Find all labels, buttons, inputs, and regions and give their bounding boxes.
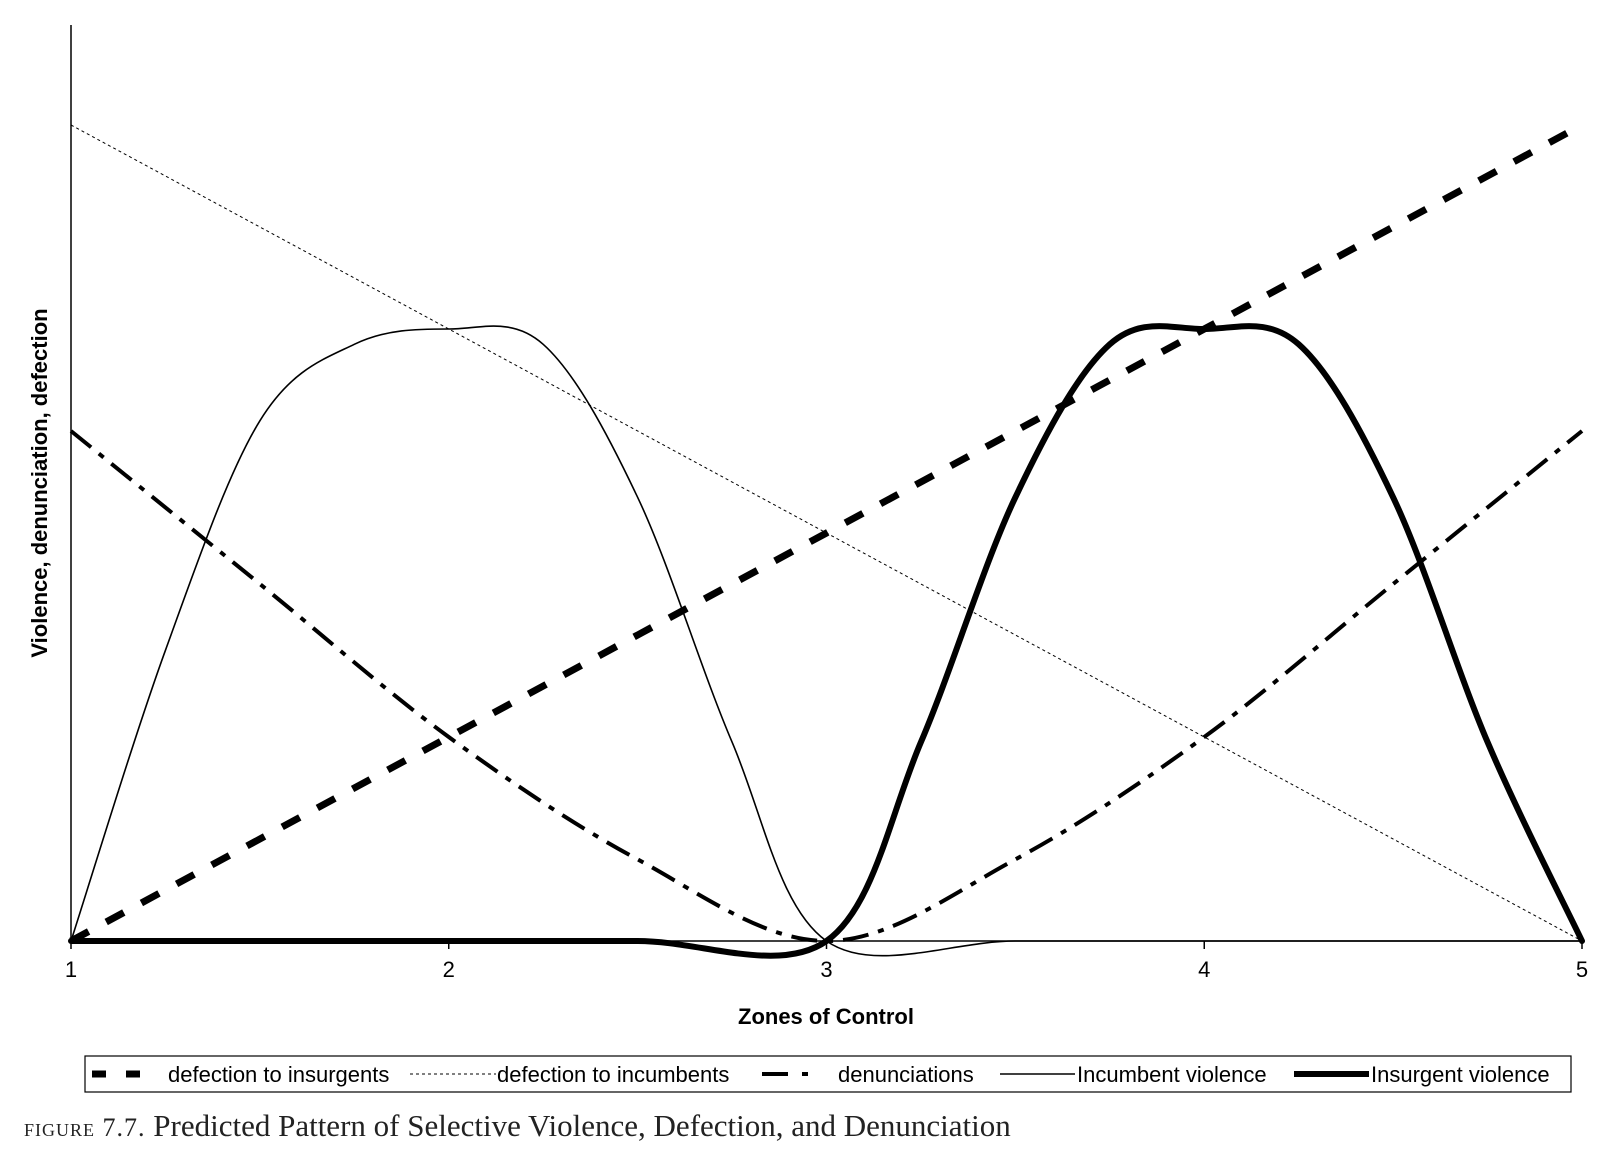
series-line-insurgent-violence (68, 323, 1585, 959)
x-tick-label: 3 (820, 957, 832, 982)
x-tick-label: 1 (65, 957, 77, 982)
y-axis-title: Violence, denunciation, defection (27, 308, 52, 657)
figure-label: figure 7.7. (24, 1113, 146, 1142)
figure-caption-text: Predicted Pattern of Selective Violence,… (153, 1108, 1011, 1143)
legend-label: Insurgent violence (1371, 1062, 1550, 1087)
legend-label: Incumbent violence (1077, 1062, 1267, 1087)
x-ticks: 1 2 3 4 5 (65, 941, 1588, 982)
axes (70, 25, 1582, 942)
legend-label: defection to incumbents (497, 1062, 729, 1087)
series-line-defection-to-incumbents (70, 124, 1583, 942)
x-tick-label: 2 (443, 957, 455, 982)
x-tick-label: 4 (1198, 957, 1210, 982)
legend: defection to insurgents defection to incu… (84, 1055, 1572, 1093)
x-tick-label: 5 (1576, 957, 1588, 982)
series-line-incumbent-violence (70, 325, 1583, 957)
legend-label: defection to insurgents (168, 1062, 389, 1087)
legend-label: denunciations (838, 1062, 974, 1087)
series-layer (68, 121, 1585, 959)
x-axis-title: Zones of Control (738, 1004, 914, 1029)
series-line-denunciations (69, 429, 1584, 943)
figure-caption: figure 7.7. Predicted Pattern of Selecti… (24, 1108, 1011, 1144)
